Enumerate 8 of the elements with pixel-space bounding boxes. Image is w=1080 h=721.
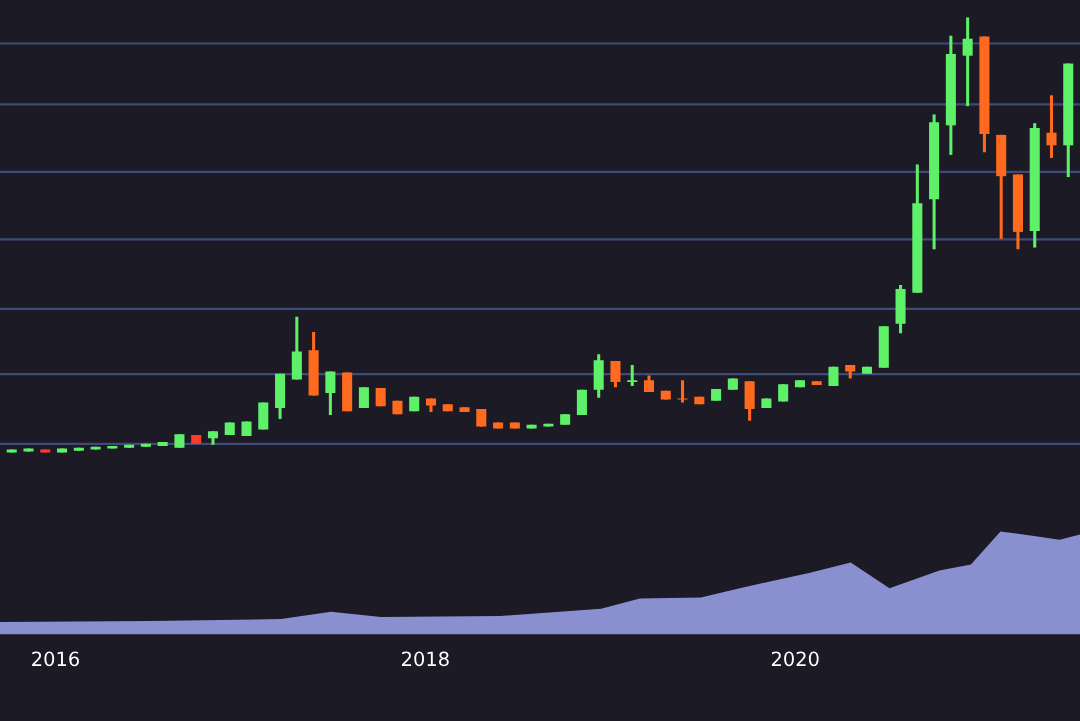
candlestick — [325, 371, 336, 416]
candlestick — [627, 365, 638, 386]
x-tick-label: 2020 — [771, 651, 819, 667]
x-tick-label: 2016 — [32, 651, 79, 667]
candlestick — [610, 361, 621, 389]
candlestick — [1046, 95, 1057, 158]
x-tick-label: 2018 — [402, 651, 449, 667]
candlestick — [962, 17, 973, 108]
